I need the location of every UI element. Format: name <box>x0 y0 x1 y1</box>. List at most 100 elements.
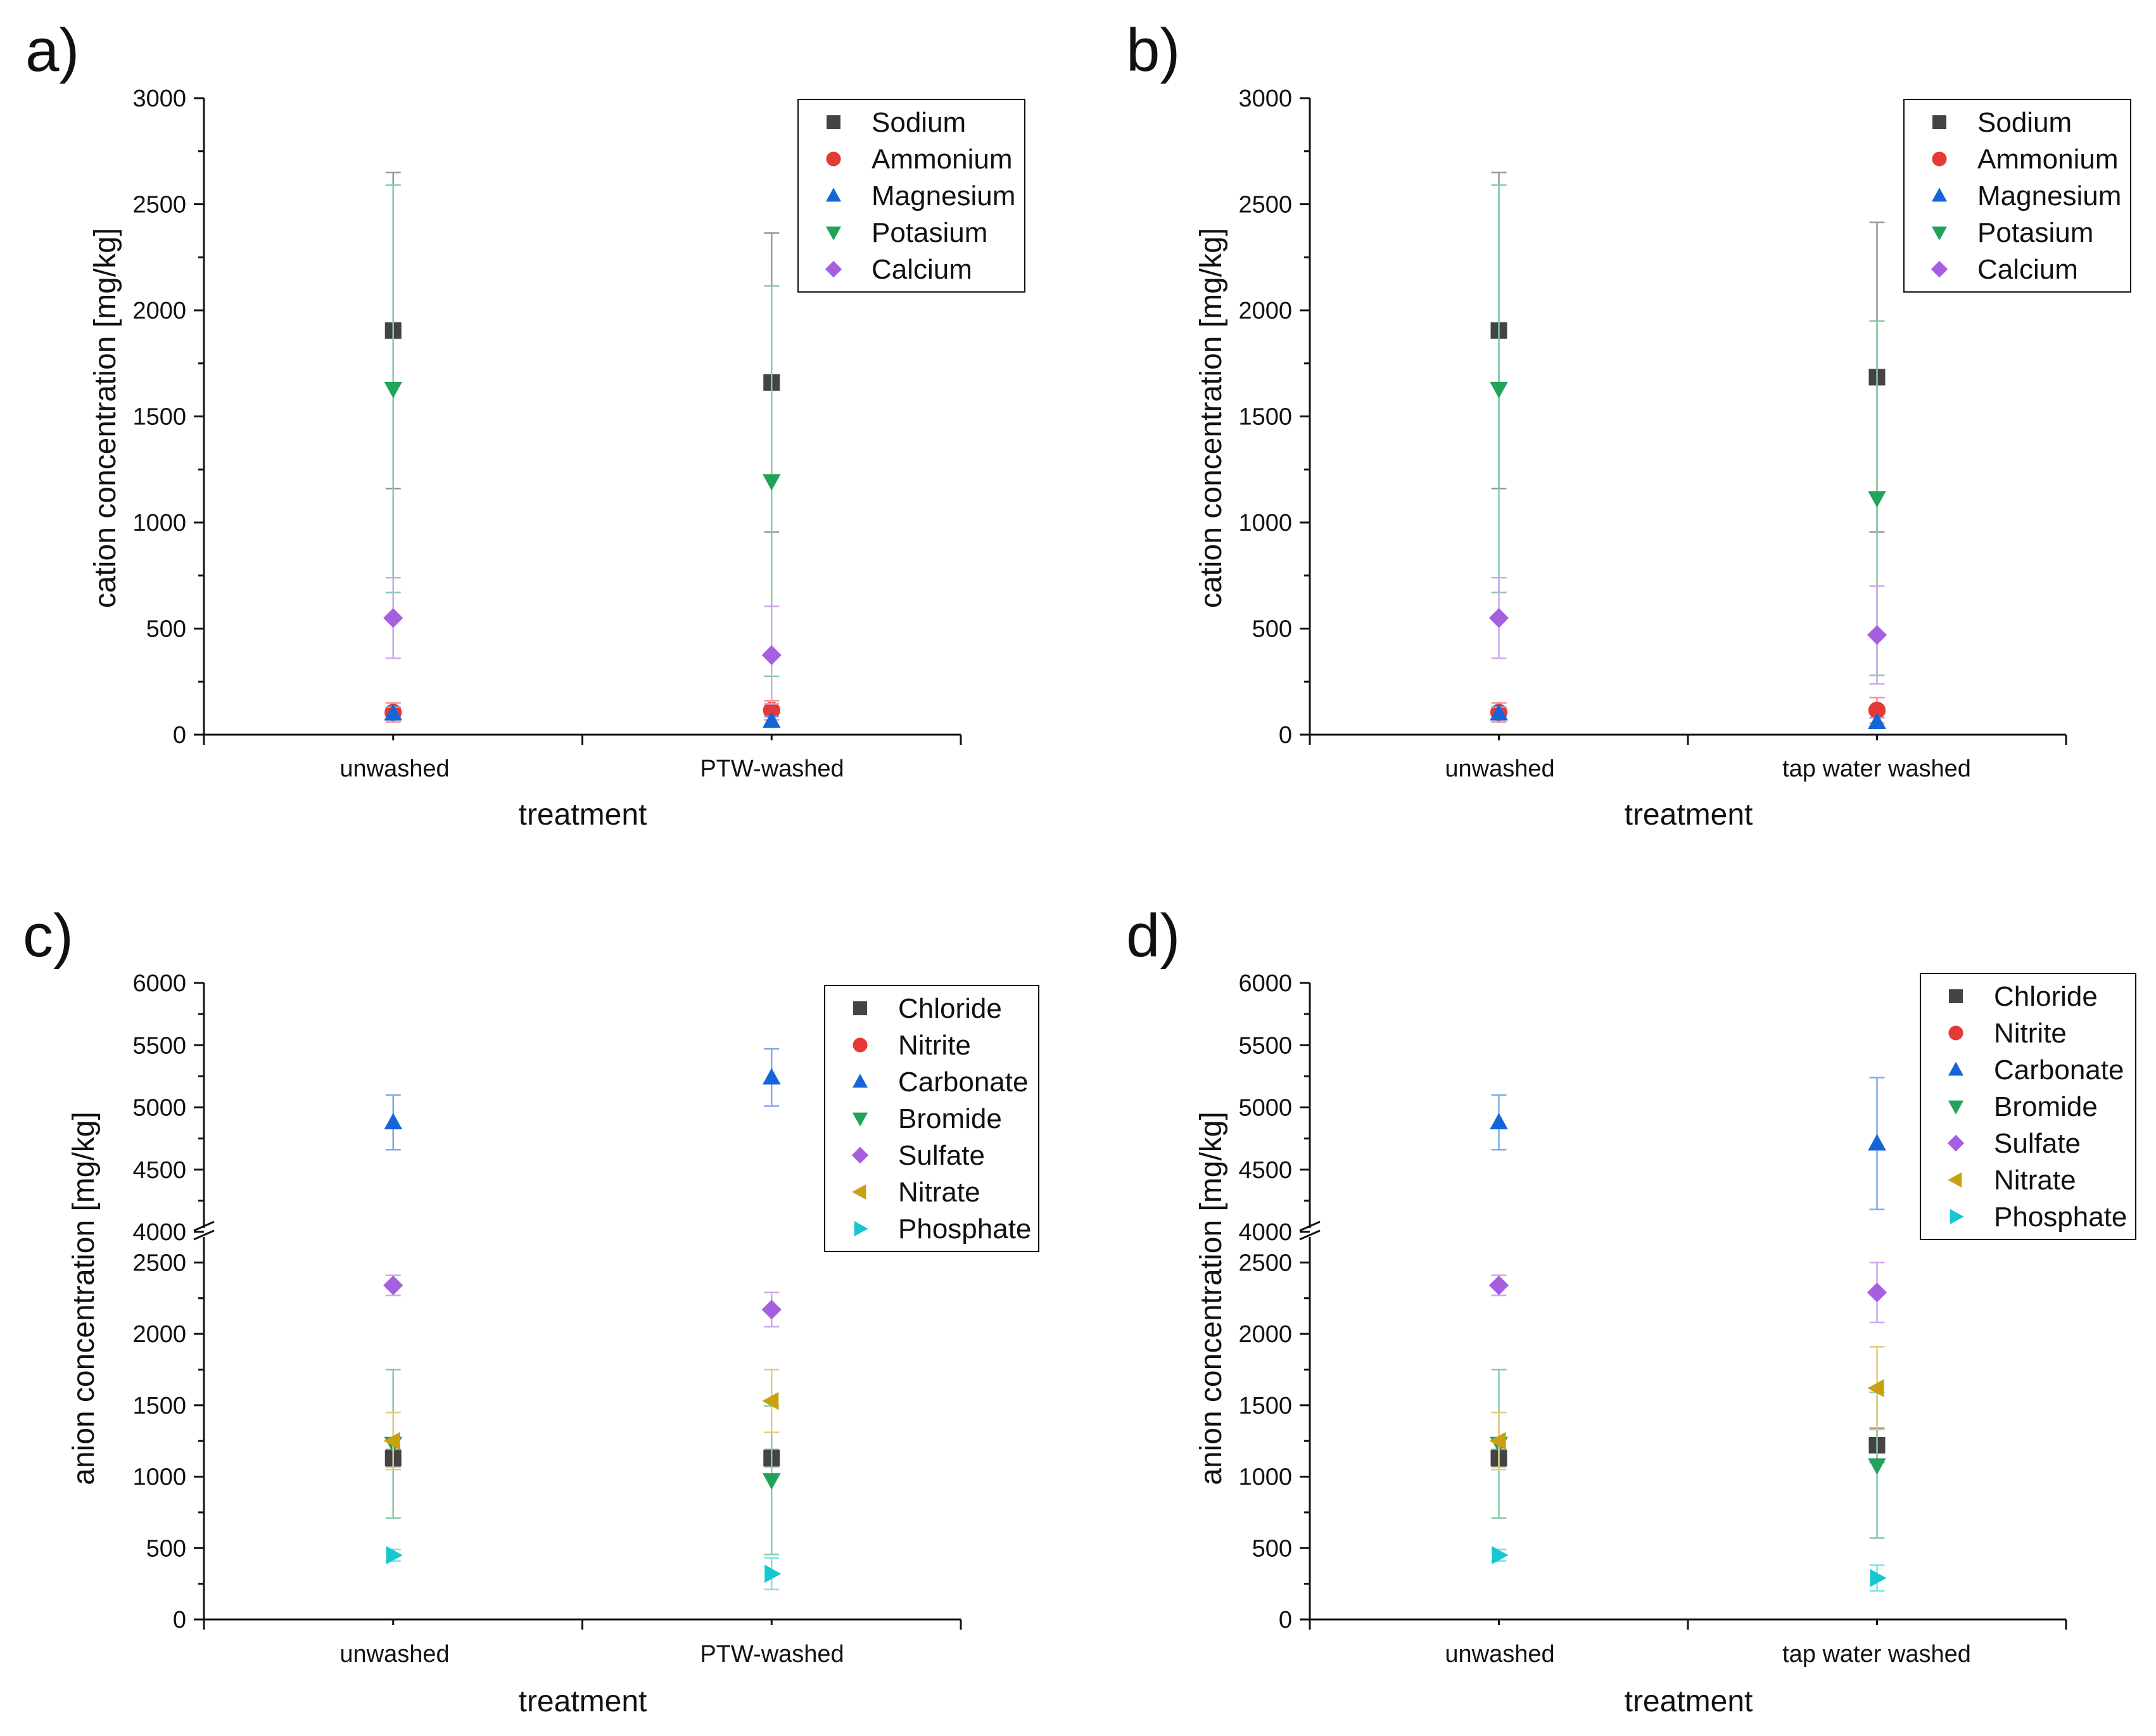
data-point-phosphate <box>1492 1546 1509 1564</box>
legend-marker-nitrate <box>852 1184 866 1200</box>
legend-label-nitrite: Nitrite <box>898 1030 971 1061</box>
x-tick-label-a-1: PTW-washed <box>700 756 844 782</box>
series-nitrate <box>1489 1346 1885 1471</box>
legend-marker-sodium <box>1932 115 1946 129</box>
y-tick-label: 500 <box>1252 616 1292 643</box>
panel-label-d: d) <box>1126 902 1180 970</box>
data-point-carbonate <box>1490 1113 1508 1130</box>
y-tick-label: 500 <box>146 1535 186 1562</box>
panel-d: d) anion concentration [mg/kg] treatment… <box>1126 902 2136 1718</box>
legend-marker-carbonate <box>1948 1061 1964 1076</box>
y-tick-label: 0 <box>1279 722 1292 749</box>
data-point-potasium <box>762 474 781 491</box>
data-point-sulfate <box>1867 1283 1887 1303</box>
legend-label-calcium: Calcium <box>872 254 972 285</box>
legend-marker-phosphate <box>854 1220 868 1237</box>
data-point-magnesium <box>1490 704 1508 721</box>
legend-marker-calcium <box>825 260 842 278</box>
series-sulfate <box>383 1274 782 1328</box>
y-tick-labels-a: 0 500 1000 1500 2000 2500 3000 <box>132 86 186 749</box>
y-tick-label: 5500 <box>132 1032 186 1059</box>
series-potasium <box>384 184 781 678</box>
y-tick-label: 3000 <box>1238 86 1292 112</box>
data-point-carbonate <box>384 1113 403 1130</box>
legend-b: Sodium Ammonium Magnesium Potasium Calci… <box>1903 99 2131 293</box>
legend-label-chloride: Chloride <box>898 993 1002 1024</box>
series-bromide <box>1490 1369 1886 1539</box>
series-magnesium <box>1490 704 1886 729</box>
series-phosphate <box>385 1546 782 1590</box>
y-tick-label: 2000 <box>132 1321 186 1348</box>
y-tick-label: 5500 <box>1238 1032 1292 1059</box>
series-carbonate <box>1490 1077 1886 1210</box>
data-point-carbonate <box>1868 1134 1886 1151</box>
panel-label-c: c) <box>23 902 73 970</box>
legend-marker-nitrite <box>1948 1025 1963 1041</box>
series-chloride <box>1490 1427 1886 1468</box>
x-tick-label-b-1: tap water washed <box>1782 756 1971 782</box>
legend-marker-magnesium <box>825 187 842 202</box>
legend-marker-sulfate <box>1947 1134 1965 1152</box>
legend-marker-bromide <box>852 1112 868 1127</box>
legend-label-nitrite: Nitrite <box>1994 1018 2067 1049</box>
y-tick-label: 0 <box>1279 1607 1292 1633</box>
legend-marker-sodium <box>827 115 840 129</box>
legend-label-magnesium: Magnesium <box>872 181 1015 212</box>
y-axis-title-b: cation concentration [mg/kg] <box>1195 228 1228 608</box>
data-point-sulfate <box>383 1275 403 1296</box>
series-calcium <box>383 576 782 705</box>
series-carbonate <box>384 1048 781 1151</box>
data-point-calcium <box>1867 624 1887 645</box>
legend-label-ammonium: Ammonium <box>1977 144 2119 175</box>
legend-marker-ammonium <box>1932 151 1947 167</box>
y-tick-label: 6000 <box>1238 970 1292 997</box>
y-tick-label: 2500 <box>132 1250 186 1276</box>
y-tick-label: 4000 <box>132 1219 186 1246</box>
axis-break-mark <box>193 1229 215 1241</box>
data-point-nitrate <box>1489 1431 1506 1450</box>
y-tick-label: 2500 <box>1238 192 1292 219</box>
panel-c: c) anion concentration [mg/kg] treatment… <box>23 902 1039 1718</box>
plot-area <box>1300 97 2067 745</box>
y-tick-label: 2500 <box>1238 1250 1292 1276</box>
y-tick-label: 1000 <box>1238 510 1292 536</box>
panel-b: b) cation concentration [mg/kg] treatmen… <box>1126 16 2131 832</box>
y-tick-labels-d: 0 500 1000 1500 2000 2500 4000 4500 5000… <box>1238 970 1292 1633</box>
y-tick-label: 4500 <box>132 1157 186 1184</box>
axis-break-mark <box>1299 1229 1321 1241</box>
legend-label-sulfate: Sulfate <box>898 1140 985 1171</box>
y-tick-label: 0 <box>173 722 186 749</box>
data-point-carbonate <box>762 1068 781 1085</box>
y-tick-label: 500 <box>1252 1535 1292 1562</box>
legend-label-sodium: Sodium <box>872 107 966 138</box>
series-sodium <box>384 172 780 533</box>
y-tick-label: 2000 <box>1238 298 1292 324</box>
y-tick-label: 4500 <box>1238 1157 1292 1184</box>
data-point-potasium <box>384 381 403 398</box>
legend-marker-potasium <box>1931 226 1948 241</box>
series-sodium <box>1490 172 1886 533</box>
y-tick-labels-b: 0 500 1000 1500 2000 2500 3000 <box>1238 86 1292 749</box>
series-ammonium <box>1490 697 1886 724</box>
legend-marker-chloride <box>1949 989 1963 1003</box>
legend-label-carbonate: Carbonate <box>898 1067 1028 1098</box>
series-ammonium <box>384 700 780 723</box>
series-calcium <box>1488 576 1887 685</box>
data-point-potasium <box>1490 381 1508 398</box>
y-tick-labels-c: 0 500 1000 1500 2000 2500 4000 4500 5000… <box>132 970 186 1633</box>
legend-c: Chloride Nitrite Carbonate Bromide Sulfa… <box>824 985 1039 1252</box>
y-tick-label: 4000 <box>1238 1219 1292 1246</box>
y-tick-label: 5000 <box>1238 1095 1292 1122</box>
legend-marker-bromide <box>1948 1100 1964 1115</box>
data-point-calcium <box>383 608 403 628</box>
x-axis-title-c: treatment <box>519 1685 647 1718</box>
y-tick-label: 2500 <box>132 192 186 219</box>
legend-marker-carbonate <box>852 1074 868 1088</box>
y-tick-label: 6000 <box>132 970 186 997</box>
legend-marker-magnesium <box>1931 187 1948 202</box>
data-point-sulfate <box>1488 1275 1509 1296</box>
axis-break-mark <box>1299 1220 1321 1232</box>
legend-label-phosphate: Phosphate <box>898 1213 1031 1245</box>
y-tick-label: 500 <box>146 616 186 643</box>
panel-label-a: a) <box>25 16 79 84</box>
